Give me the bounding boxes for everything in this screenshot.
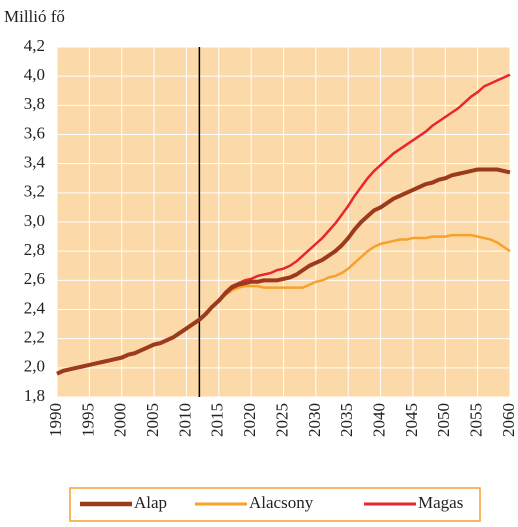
x-tick-label: 2005 [143, 403, 162, 437]
x-tick-label: 2025 [272, 403, 291, 437]
x-tick-label: 2015 [208, 403, 227, 437]
y-tick-label: 2,0 [24, 357, 45, 376]
legend-label: Magas [418, 493, 463, 512]
y-tick-label: 2,4 [24, 298, 46, 317]
x-tick-label: 2035 [337, 403, 356, 437]
x-tick-label: 2010 [175, 403, 194, 437]
x-tick-label: 2050 [434, 403, 453, 437]
x-tick-label: 2045 [402, 403, 421, 437]
y-tick-label: 3,4 [24, 153, 46, 172]
y-tick-label: 1,8 [24, 386, 45, 405]
y-tick-label: 4,2 [24, 36, 45, 55]
y-tick-label: 3,2 [24, 182, 45, 201]
legend-label: Alap [134, 493, 167, 512]
x-tick-label: 1990 [46, 403, 65, 437]
x-tick-label: 1995 [78, 403, 97, 437]
x-tick-label: 2000 [111, 403, 130, 437]
y-tick-label: 3,0 [24, 211, 45, 230]
y-tick-label: 2,2 [24, 328, 45, 347]
y-tick-label: 4,0 [24, 65, 45, 84]
x-tick-label: 2040 [369, 403, 388, 437]
y-tick-label: 2,8 [24, 240, 45, 259]
x-tick-label: 2055 [467, 403, 486, 437]
x-tick-label: 2030 [305, 403, 324, 437]
y-axis-title: Millió fő [4, 7, 65, 26]
legend-label: Alacsony [249, 493, 314, 512]
y-tick-label: 3,8 [24, 94, 45, 113]
y-tick-label: 3,6 [24, 123, 45, 142]
series-line [56, 167, 511, 376]
y-tick-label: 2,6 [24, 269, 45, 288]
x-tick-label: 2060 [499, 403, 518, 437]
x-tick-label: 2020 [240, 403, 259, 437]
